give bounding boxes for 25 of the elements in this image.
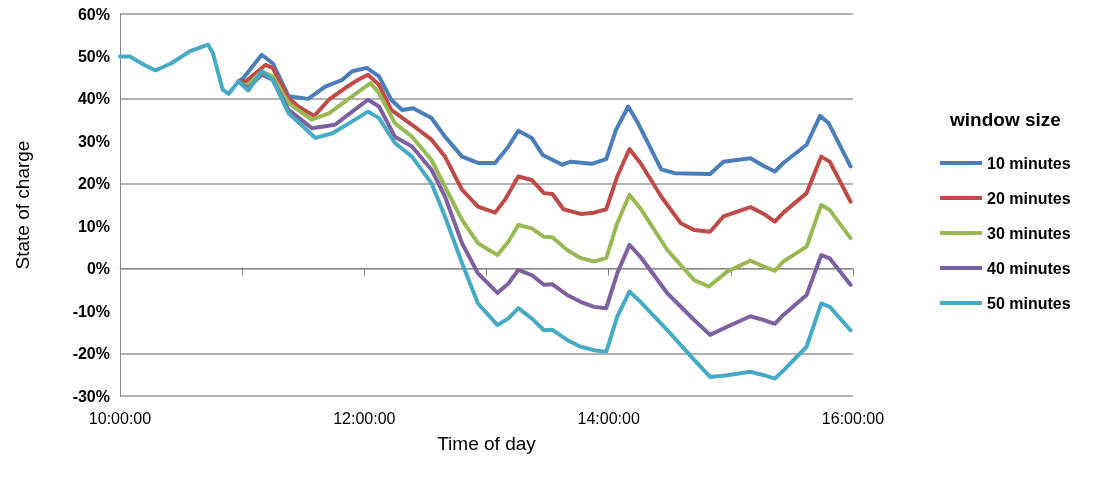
x-tick-label: 16:00:00 [821, 409, 885, 427]
y-tick-label: -10% [72, 302, 110, 320]
legend-label: 30 minutes [987, 224, 1071, 242]
line-series [236, 52, 853, 177]
legend-label: 40 minutes [987, 259, 1071, 277]
legend-label: 20 minutes [987, 189, 1071, 207]
y-tick-label: 40% [77, 90, 110, 108]
x-tick-label: 14:00:00 [577, 409, 640, 427]
legend-label: 50 minutes [987, 294, 1071, 312]
line-series [118, 42, 853, 381]
y-tick-label: 50% [77, 47, 110, 65]
y-tick-label: -30% [72, 387, 110, 405]
x-tick-label: 12:00:00 [333, 409, 396, 427]
x-axis-title: Time of day [437, 433, 537, 454]
legend-title: window size [949, 109, 1061, 130]
x-tick-label: 10:00:00 [88, 409, 152, 427]
y-tick-label: -20% [72, 345, 110, 363]
y-tick-label: 0% [86, 260, 110, 278]
legend-label: 10 minutes [987, 154, 1071, 172]
line-series [236, 62, 853, 234]
y-tick-label: 30% [77, 132, 110, 150]
y-tick-label: 20% [77, 175, 110, 193]
y-tick-label: 10% [77, 217, 110, 235]
y-tick-label: 60% [77, 5, 110, 23]
y-axis-title: State of charge [12, 140, 33, 270]
